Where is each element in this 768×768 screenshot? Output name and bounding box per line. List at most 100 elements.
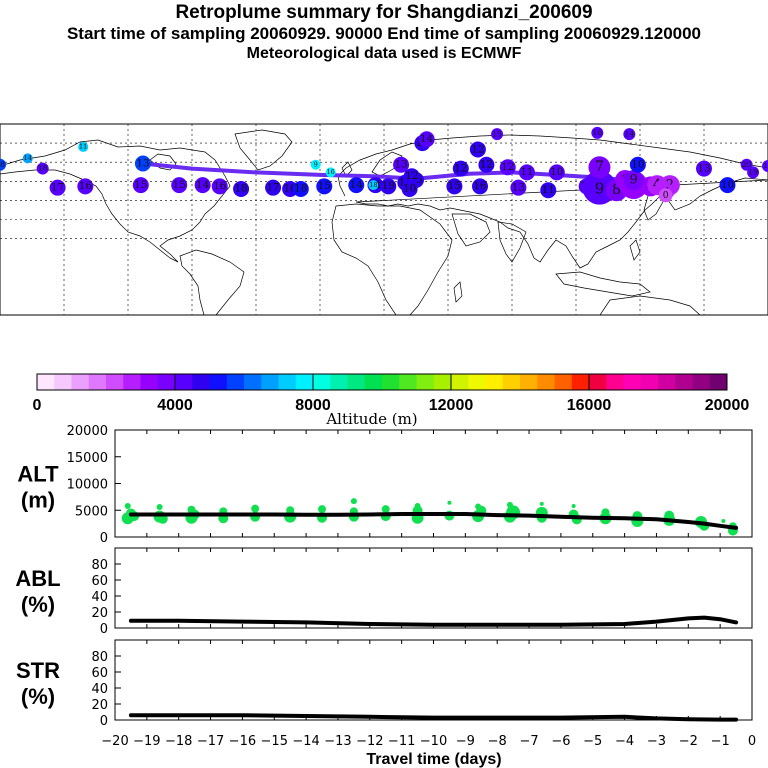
colorbar-swatch <box>520 374 538 390</box>
cluster-label: 10 <box>631 159 644 171</box>
colorbar-swatch <box>589 374 607 390</box>
cluster-label: 13 <box>512 181 525 193</box>
alt-scatter-point <box>156 504 163 511</box>
cluster-label: 13 <box>136 157 149 169</box>
cluster-label: 10 <box>403 183 416 195</box>
cluster-circle <box>540 182 557 199</box>
cluster-circle <box>77 178 94 195</box>
cluster-marker: 16 <box>211 178 228 195</box>
cluster-circle <box>233 180 250 197</box>
cluster-marker: 16 <box>325 167 336 178</box>
alt-scatter-point <box>539 501 544 506</box>
cluster-label: 14 <box>350 179 364 191</box>
colorbar-swatch <box>330 374 348 390</box>
alt-scatter-point <box>601 508 610 517</box>
y-tick-label: 40 <box>91 682 108 697</box>
coast-hudson-bay <box>149 153 177 171</box>
panel-ylabel: ABL <box>15 566 60 591</box>
cluster-circle <box>446 178 463 195</box>
y-tick-label: 40 <box>91 590 108 605</box>
colorbar-swatch <box>347 374 366 390</box>
alt-scatter-point <box>350 498 357 505</box>
cluster-label: 11 <box>79 143 87 151</box>
y-tick-label: 10000 <box>67 478 108 493</box>
panel-ylabel: STR <box>16 658 60 683</box>
y-tick-label: 60 <box>91 574 108 589</box>
y-tick-label: 0 <box>100 714 108 729</box>
x-tick-label: −4 <box>615 734 634 749</box>
x-tick-label: −10 <box>420 734 447 749</box>
cluster-marker: 18 <box>36 162 49 175</box>
cluster-circle <box>348 177 365 194</box>
panel-frame <box>114 639 753 721</box>
retroplume-clusters: 2019181716151514161817161815141116181918… <box>0 126 768 205</box>
cluster-marker: 9 <box>623 170 644 191</box>
time-series-panels: 05000100001500020000ALT(m)020406080ABL(%… <box>15 424 756 768</box>
cluster-marker: 15 <box>132 177 149 194</box>
y-tick-label: 15000 <box>67 451 108 466</box>
y-tick-label: 0 <box>100 622 108 637</box>
panel-ylabel: (m) <box>21 488 55 513</box>
altitude-colorbar: 0 4000 8000 12000 16000 20000 Altitude (m) <box>33 373 749 428</box>
cluster-label: 17 <box>51 181 64 193</box>
cluster-marker: 15 <box>316 178 333 195</box>
coast-south-america <box>179 249 245 316</box>
cluster-label: 14 <box>196 179 210 191</box>
colorbar-tick-label: 16000 <box>567 397 612 414</box>
cluster-label: 9 <box>314 160 318 168</box>
cluster-marker: 14 <box>348 177 365 194</box>
cluster-circle <box>401 180 418 197</box>
cluster-circle <box>469 141 486 158</box>
colorbar-swatch <box>37 374 55 390</box>
colorbar-swatch <box>382 374 400 390</box>
cluster-circle <box>132 177 149 194</box>
cluster-label: 18 <box>234 183 247 195</box>
cluster-marker: 17 <box>265 179 282 196</box>
cluster-label: 17 <box>266 181 279 193</box>
cluster-circle <box>658 188 673 203</box>
colorbar-swatch <box>226 374 245 390</box>
colorbar-swatch <box>157 374 176 390</box>
cluster-label: 20 <box>742 160 752 169</box>
colorbar-swatch <box>485 374 504 390</box>
alt-scatter-point <box>251 504 260 513</box>
cluster-marker: 14 <box>623 128 636 141</box>
cluster-circle <box>588 156 611 179</box>
cluster-label: 11 <box>520 166 533 178</box>
coast-greenland <box>234 129 293 171</box>
cluster-label: 11 <box>542 184 555 196</box>
alt-scatter-point <box>664 510 675 521</box>
cluster-label: 15 <box>763 161 768 170</box>
y-tick-label: 60 <box>91 666 108 681</box>
cluster-circle <box>368 180 379 191</box>
x-tick-label: −15 <box>261 734 288 749</box>
cluster-marker: 10 <box>719 177 736 194</box>
x-axis-label: Travel time (days) <box>366 751 501 768</box>
colorbar-xlabel: Altitude (m) <box>325 410 417 428</box>
met-data-note: Meteorological data used is ECMWF <box>246 45 522 62</box>
cluster-label: 16 <box>213 180 226 192</box>
x-tick-label: −19 <box>133 734 160 749</box>
x-tick-label: −12 <box>356 734 383 749</box>
series-line-abl <box>128 615 739 627</box>
cluster-marker: 18 <box>233 180 250 197</box>
colorbar-swatch <box>175 374 193 390</box>
colorbar-swatch <box>295 374 314 390</box>
colorbar-tick-label: 4000 <box>157 397 193 414</box>
colorbar-swatch <box>709 374 728 390</box>
cluster-label: 15 <box>173 179 186 191</box>
coast-madagascar <box>453 281 463 303</box>
cluster-circle <box>78 141 89 152</box>
cluster-marker: 10 <box>629 156 646 173</box>
colorbar-swatch <box>554 374 573 390</box>
cluster-circle <box>518 164 535 181</box>
colorbar-swatch <box>658 374 676 390</box>
colorbar-swatch <box>606 374 624 390</box>
x-tick-label: −16 <box>229 734 256 749</box>
coast-north-america <box>0 139 231 263</box>
cluster-label: 12 <box>501 161 514 173</box>
cluster-label: 19 <box>382 180 395 192</box>
cluster-marker: 12 <box>499 159 516 176</box>
cluster-circle <box>316 178 333 195</box>
